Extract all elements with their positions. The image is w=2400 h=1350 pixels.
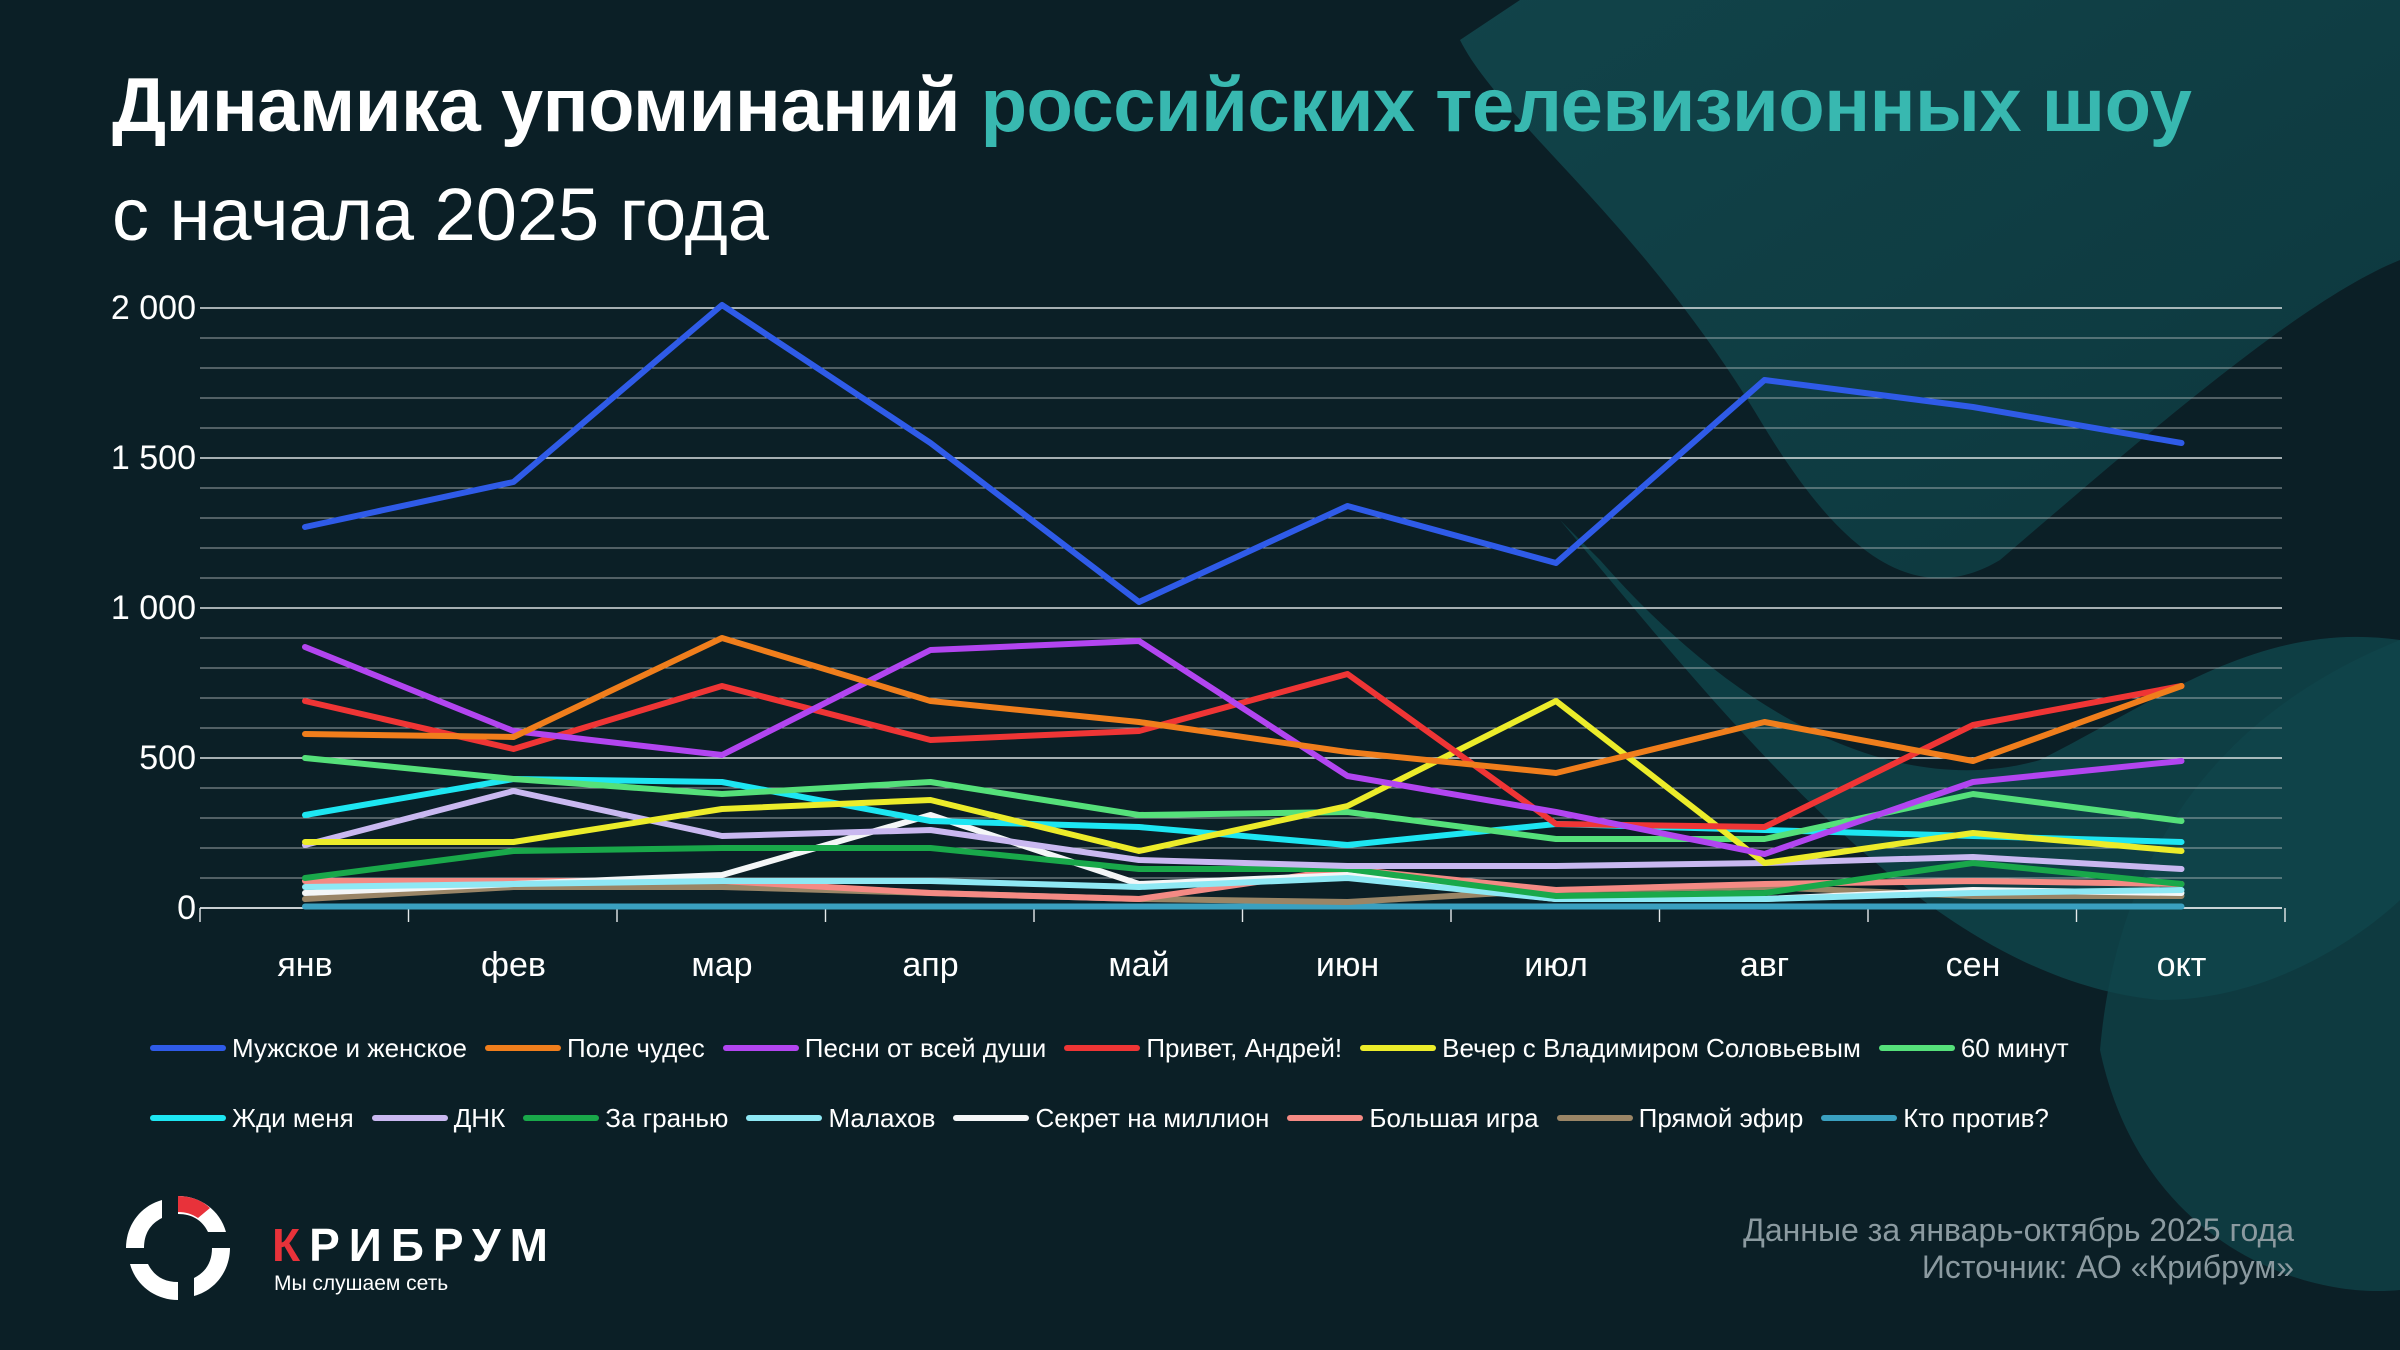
legend-swatch: [371, 1115, 448, 1121]
legend-swatch: [1064, 1045, 1141, 1051]
legend-item: Песни от всей души: [722, 1032, 1047, 1064]
legend-label: Песни от всей души: [804, 1032, 1047, 1063]
legend-item: Жди меня: [150, 1103, 354, 1134]
legend-label: За гранью: [605, 1102, 729, 1133]
series-line-Жди меня: [302, 776, 2185, 848]
legend-label: Привет, Андрей!: [1146, 1032, 1343, 1063]
series-line-Привет, Андрей!: [302, 671, 2185, 830]
data-source-note: Источник: АО «Крибрум»: [1921, 1249, 2294, 1285]
legend-swatch: [1287, 1115, 1364, 1121]
x-tick-label: июн: [1316, 946, 1379, 984]
legend-swatch: [150, 1115, 226, 1121]
legend-swatch: [1821, 1115, 1898, 1121]
legend-swatch: [953, 1115, 1030, 1121]
source-note: Данные за январь-октябрь 2025 года Источ…: [1743, 1212, 2294, 1286]
series-line-ДНК: [302, 788, 2185, 872]
x-tick-label: окт: [2157, 946, 2207, 984]
legend-label: 60 минут: [1960, 1032, 2069, 1063]
legend-swatch: [485, 1045, 561, 1051]
legend-swatch: [523, 1115, 600, 1121]
brand-tagline: Мы слушаем сеть: [274, 1272, 449, 1295]
legend-item: 60 минут: [1878, 1032, 2069, 1064]
brand-name: КРИБРУМ: [272, 1219, 557, 1271]
x-tick-label: май: [1108, 946, 1169, 984]
y-tick-label: 1 500: [111, 439, 196, 477]
legend-item: Кто против?: [1821, 1103, 2049, 1134]
series-line-Песни от всей души: [302, 638, 2185, 857]
legend-swatch: [1878, 1045, 1955, 1051]
legend-row: Жди меня ДНК За гранью Малахов Секрет на мил…: [150, 1100, 2330, 1136]
legend-swatch: [746, 1115, 823, 1121]
legend-item: Мужское и женское: [150, 1033, 467, 1064]
legend-item: Привет, Андрей!: [1064, 1033, 1342, 1064]
legend-item: Большая игра: [1287, 1102, 1539, 1134]
legend-swatch: [722, 1045, 799, 1051]
legend-item: За гранью: [523, 1103, 728, 1134]
legend-item: Малахов: [746, 1103, 935, 1134]
page-title: Динамика упоминаний российских телевизио…: [112, 63, 2192, 148]
legend-label: Поле чудес: [567, 1032, 705, 1063]
legend-label: Мужское и женское: [232, 1032, 467, 1063]
legend-label: Кто против?: [1903, 1102, 2049, 1133]
legend-item: Секрет на миллион: [953, 1103, 1269, 1134]
y-tick-label: 2 000: [111, 289, 196, 327]
x-tick-label: авг: [1740, 946, 1789, 984]
x-tick-label: сен: [1946, 946, 2001, 984]
legend-label: Большая игра: [1369, 1102, 1539, 1133]
legend-item: Прямой эфир: [1556, 1102, 1804, 1134]
legend-swatch: [1556, 1115, 1633, 1121]
legend-label: Секрет на миллион: [1035, 1102, 1270, 1133]
data-period-note: Данные за январь-октябрь 2025 года: [1743, 1212, 2294, 1248]
series-line-Мужское и женское: [302, 302, 2185, 605]
chart-legend: Мужское и женское Поле чудес Песни от всей…: [150, 1030, 2330, 1170]
legend-label: Жди меня: [232, 1102, 354, 1133]
series-line-Вечер с Владимиром Соловьевым: [302, 698, 2185, 866]
legend-row: Мужское и женское Поле чудес Песни от всей…: [150, 1030, 2330, 1066]
legend-item: Вечер с Владимиром Соловьевым: [1360, 1033, 1861, 1064]
series-line-Поле чудес: [302, 635, 2185, 776]
kribrum-logo-icon: [126, 1196, 230, 1300]
legend-swatch: [1360, 1045, 1437, 1051]
legend-label: Вечер с Владимиром Соловьевым: [1442, 1032, 1861, 1063]
legend-item: ДНК: [371, 1102, 506, 1134]
x-tick-label: янв: [277, 946, 332, 984]
legend-label: Малахов: [828, 1102, 936, 1133]
x-tick-label: июл: [1524, 946, 1588, 984]
y-tick-label: 500: [139, 739, 196, 777]
line-chart: 0 500 1 000 1 500 2 000 янв фев мар апр май июн июл…: [111, 289, 2286, 984]
x-tick-label: фев: [481, 946, 546, 984]
y-tick-label: 1 000: [111, 589, 196, 627]
page-subtitle: с начала 2025 года: [112, 173, 769, 256]
legend-item: Поле чудес: [485, 1033, 705, 1064]
y-tick-label: 0: [177, 889, 196, 927]
legend-label: Прямой эфир: [1638, 1102, 1804, 1133]
legend-label: ДНК: [453, 1102, 506, 1133]
x-tick-label: апр: [902, 946, 958, 984]
series-line-Малахов: [302, 875, 2185, 902]
series-line-За гранью: [302, 845, 2185, 899]
legend-swatch: [150, 1045, 226, 1051]
x-tick-label: мар: [691, 946, 752, 984]
